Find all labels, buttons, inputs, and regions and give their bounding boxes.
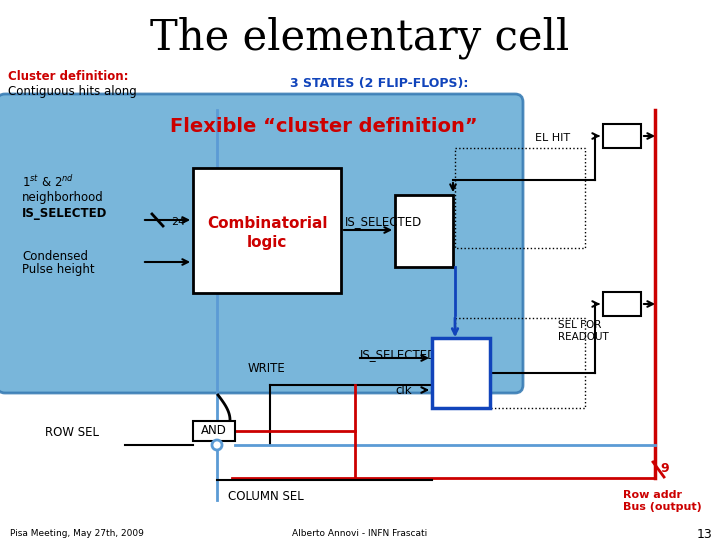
Bar <box>603 292 641 316</box>
Text: IS_SELECTED: IS_SELECTED <box>360 348 437 361</box>
Text: AND: AND <box>201 424 227 437</box>
Text: The elementary cell: The elementary cell <box>150 17 570 59</box>
Text: clk: clk <box>395 383 412 396</box>
Text: IS_SELECTED: IS_SELECTED <box>345 215 422 228</box>
Text: Condensed: Condensed <box>22 249 88 262</box>
Text: SEL FOR
READOUT: SEL FOR READOUT <box>558 320 608 342</box>
Text: 1$^{st}$ & 2$^{nd}$: 1$^{st}$ & 2$^{nd}$ <box>22 174 74 190</box>
Bar <box>455 318 585 408</box>
Text: Pisa Meeting, May 27th, 2009: Pisa Meeting, May 27th, 2009 <box>10 530 144 538</box>
FancyBboxPatch shape <box>0 94 523 393</box>
Text: WRITE: WRITE <box>248 361 286 375</box>
Text: Cluster definition:: Cluster definition: <box>8 70 128 83</box>
Text: ROW SEL: ROW SEL <box>45 426 99 438</box>
Text: 13: 13 <box>696 528 712 540</box>
Bar <box>603 124 641 148</box>
Text: Contiguous hits along: Contiguous hits along <box>8 84 137 98</box>
Text: IS_SELECTED: IS_SELECTED <box>22 207 107 220</box>
Text: COLUMN SEL: COLUMN SEL <box>228 490 304 503</box>
Text: Row addr
Bus (output): Row addr Bus (output) <box>623 490 702 512</box>
Bar <box>432 338 490 408</box>
Bar <box>455 148 585 248</box>
Text: Alberto Annovi - INFN Frascati: Alberto Annovi - INFN Frascati <box>292 530 428 538</box>
Text: OR: OR <box>610 130 626 140</box>
Text: 3 STATES (2 FLIP-FLOPS):: 3 STATES (2 FLIP-FLOPS): <box>290 77 469 90</box>
Text: Combinatorial
logic: Combinatorial logic <box>207 215 328 251</box>
Bar <box>193 168 341 293</box>
Text: EL HIT: EL HIT <box>535 133 570 143</box>
Circle shape <box>212 440 222 450</box>
Text: Flexible “cluster definition”: Flexible “cluster definition” <box>170 117 477 136</box>
Bar <box>395 195 453 267</box>
Text: neighborhood: neighborhood <box>22 192 104 205</box>
Text: 24: 24 <box>171 217 185 227</box>
Text: Pulse height: Pulse height <box>22 264 94 276</box>
Text: 9: 9 <box>660 462 669 475</box>
Text: OR: OR <box>610 297 626 307</box>
Bar <box>193 421 235 441</box>
